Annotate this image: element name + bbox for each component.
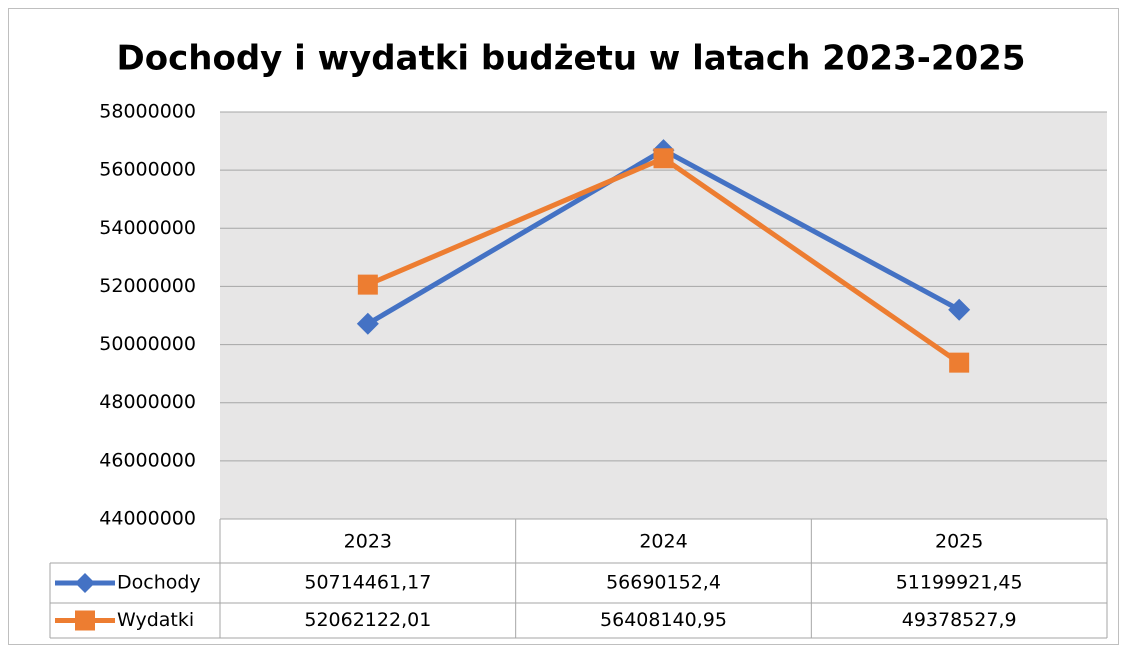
y-tick-label: 44000000 xyxy=(99,508,196,530)
legend-label: Dochody xyxy=(117,572,201,594)
table-value: 56408140,95 xyxy=(600,609,727,631)
y-tick-label: 50000000 xyxy=(99,333,196,355)
x-tick-label: 2024 xyxy=(639,531,687,553)
table-value: 49378527,9 xyxy=(902,609,1017,631)
marker xyxy=(356,312,379,335)
table-value: 56690152,4 xyxy=(606,572,721,594)
y-tick-label: 54000000 xyxy=(99,217,196,239)
y-tick-label: 48000000 xyxy=(99,391,196,413)
table-value: 51199921,45 xyxy=(896,572,1023,594)
table-value: 52062122,01 xyxy=(304,609,431,631)
legend-marker xyxy=(75,610,95,631)
marker xyxy=(653,148,674,169)
y-tick-label: 58000000 xyxy=(99,101,196,123)
marker xyxy=(948,298,971,321)
y-tick-label: 46000000 xyxy=(99,449,196,471)
legend-label: Wydatki xyxy=(117,609,194,631)
y-tick-label: 52000000 xyxy=(99,275,196,297)
x-tick-label: 2023 xyxy=(344,531,392,553)
x-tick-label: 2025 xyxy=(935,531,983,553)
chart-title: Dochody i wydatki budżetu w latach 2023-… xyxy=(117,39,1026,79)
marker xyxy=(949,352,970,373)
plot-area xyxy=(220,112,1107,519)
table-value: 50714461,17 xyxy=(304,572,431,594)
marker xyxy=(357,274,378,295)
y-tick-label: 56000000 xyxy=(99,159,196,181)
legend-marker xyxy=(75,573,95,593)
